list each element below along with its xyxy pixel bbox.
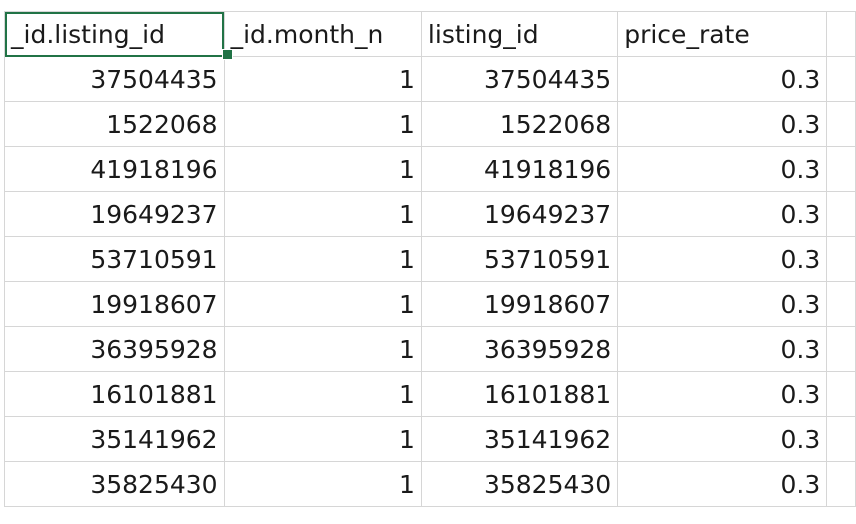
cell-empty[interactable] [826,56,856,102]
table-row: 19918607 1 19918607 0.3 [4,281,856,327]
cell-id-listing-id[interactable]: 35825430 [4,461,225,507]
cell-price-rate[interactable]: 0.3 [617,101,828,147]
cell-id-month-n[interactable]: 1 [223,461,422,507]
cell-header-id-month-n[interactable]: _id.month_n [223,11,422,57]
cell-listing-id[interactable]: 1522068 [420,101,619,147]
table-row: 37504435 1 37504435 0.3 [4,56,856,102]
cell-listing-id[interactable]: 53710591 [420,236,619,282]
cell-price-rate[interactable]: 0.3 [617,146,828,192]
header-row: _id.listing_id _id.month_n listing_id pr… [4,11,856,57]
table-row: 1522068 1 1522068 0.3 [4,101,856,147]
cell-empty[interactable] [826,416,856,462]
cell-empty[interactable] [826,461,856,507]
cell-id-listing-id[interactable]: 37504435 [4,56,225,102]
table-row: 35825430 1 35825430 0.3 [4,461,856,507]
cell-id-listing-id[interactable]: 1522068 [4,101,225,147]
cell-id-month-n[interactable]: 1 [223,101,422,147]
cell-id-month-n[interactable]: 1 [223,236,422,282]
table-row: 41918196 1 41918196 0.3 [4,146,856,192]
cell-id-listing-id[interactable]: 53710591 [4,236,225,282]
cell-price-rate[interactable]: 0.3 [617,326,828,372]
cell-id-month-n[interactable]: 1 [223,371,422,417]
cell-id-month-n[interactable]: 1 [223,191,422,237]
cell-listing-id[interactable]: 41918196 [420,146,619,192]
cell-id-listing-id[interactable]: 19649237 [4,191,225,237]
cell-price-rate[interactable]: 0.3 [617,416,828,462]
cell-header-price-rate[interactable]: price_rate [617,11,828,57]
cell-price-rate[interactable]: 0.3 [617,236,828,282]
cell-empty[interactable] [826,191,856,237]
cell-price-rate[interactable]: 0.3 [617,461,828,507]
cell-empty[interactable] [826,236,856,282]
cell-listing-id[interactable]: 37504435 [420,56,619,102]
data-table: _id.listing_id _id.month_n listing_id pr… [4,11,856,507]
cell-header-id-listing-id[interactable]: _id.listing_id [4,11,225,57]
cell-price-rate[interactable]: 0.3 [617,191,828,237]
table-row: 16101881 1 16101881 0.3 [4,371,856,417]
table-row: 53710591 1 53710591 0.3 [4,236,856,282]
cell-id-listing-id[interactable]: 19918607 [4,281,225,327]
cell-empty[interactable] [826,371,856,417]
cell-header-listing-id[interactable]: listing_id [420,11,619,57]
cell-listing-id[interactable]: 19649237 [420,191,619,237]
cell-id-month-n[interactable]: 1 [223,146,422,192]
cell-id-listing-id[interactable]: 41918196 [4,146,225,192]
cell-id-listing-id[interactable]: 35141962 [4,416,225,462]
cell-empty[interactable] [826,11,856,57]
table-row: 19649237 1 19649237 0.3 [4,191,856,237]
cell-price-rate[interactable]: 0.3 [617,56,828,102]
table-row: 35141962 1 35141962 0.3 [4,416,856,462]
cell-listing-id[interactable]: 35141962 [420,416,619,462]
cell-empty[interactable] [826,281,856,327]
cell-empty[interactable] [826,326,856,372]
cell-price-rate[interactable]: 0.3 [617,281,828,327]
cell-price-rate[interactable]: 0.3 [617,371,828,417]
cell-id-month-n[interactable]: 1 [223,56,422,102]
cell-empty[interactable] [826,101,856,147]
cell-listing-id[interactable]: 35825430 [420,461,619,507]
cell-listing-id[interactable]: 16101881 [420,371,619,417]
table-row: 36395928 1 36395928 0.3 [4,326,856,372]
cell-id-month-n[interactable]: 1 [223,281,422,327]
cell-id-month-n[interactable]: 1 [223,416,422,462]
cell-listing-id[interactable]: 36395928 [420,326,619,372]
fill-handle[interactable] [222,49,233,60]
cell-id-month-n[interactable]: 1 [223,326,422,372]
cell-id-listing-id[interactable]: 36395928 [4,326,225,372]
cell-listing-id[interactable]: 19918607 [420,281,619,327]
cell-empty[interactable] [826,146,856,192]
cell-id-listing-id[interactable]: 16101881 [4,371,225,417]
